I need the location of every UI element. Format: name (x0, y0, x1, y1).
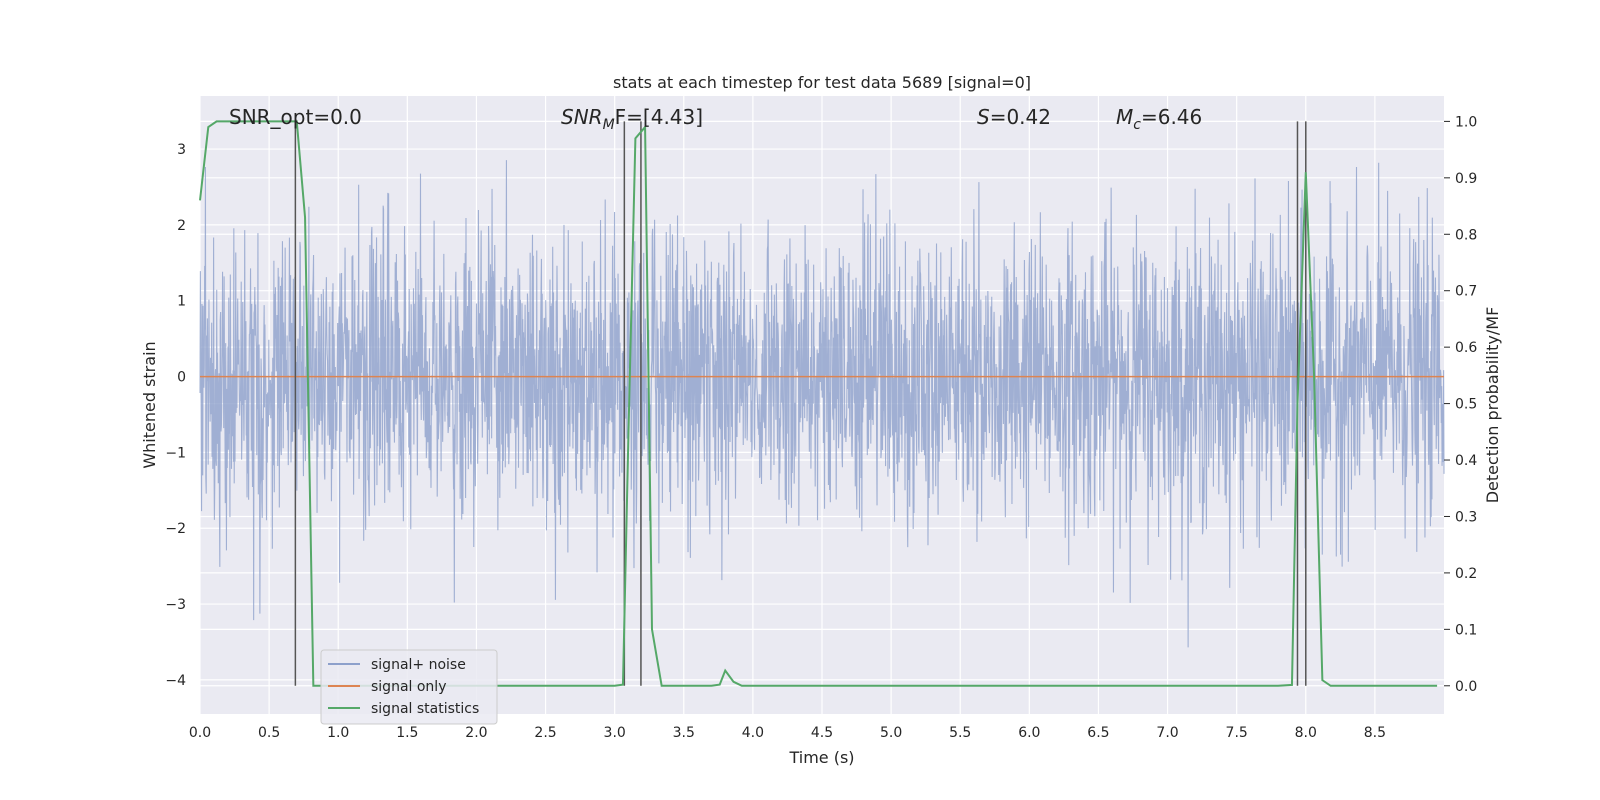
legend-label-signal-statistics: signal statistics (371, 701, 479, 717)
y2-tick-0: 1.0 (1455, 114, 1477, 130)
x-tick-14: 7.0 (1156, 725, 1178, 741)
y2-tick-4: 0.6 (1455, 340, 1477, 356)
y2-tick-10: 0.0 (1455, 679, 1477, 695)
y2-tick-5: 0.5 (1455, 397, 1477, 413)
legend: signal+ noise signal only signal statist… (320, 649, 498, 725)
y-tick-labels: 3 2 1 0 −1 −2 −3 −4 (165, 142, 186, 689)
legend-label-signal-only: signal only (371, 679, 446, 695)
legend-label-signal-noise: signal+ noise (371, 657, 466, 673)
x-tick-1: 0.5 (258, 725, 280, 741)
x-tick-4: 2.0 (465, 725, 487, 741)
series-signal-statistics (199, 120, 1438, 687)
y-tick-5: −2 (165, 521, 186, 537)
y-tick-1: 2 (177, 218, 186, 234)
x-tick-6: 3.0 (604, 725, 626, 741)
y2-axis-label: Detection probability/MF (1483, 307, 1502, 504)
x-tick-15: 7.5 (1226, 725, 1248, 741)
y-tick-2: 1 (177, 294, 186, 310)
x-tick-3: 1.5 (396, 725, 418, 741)
y2-tick-8: 0.2 (1455, 566, 1477, 582)
y-tick-7: −4 (165, 673, 186, 689)
x-tick-13: 6.5 (1087, 725, 1109, 741)
y2-tick-7: 0.3 (1455, 509, 1477, 525)
y-tick-0: 3 (177, 142, 186, 158)
x-tick-11: 5.5 (949, 725, 971, 741)
y2-tick-2: 0.8 (1455, 227, 1477, 243)
annotation-3: Mc=6.46 (1116, 105, 1202, 133)
x-tick-8: 4.0 (742, 725, 764, 741)
chart-title: stats at each timestep for test data 568… (613, 73, 1031, 92)
y2-tick-3: 0.7 (1455, 284, 1477, 300)
x-axis-label: Time (s) (788, 748, 854, 767)
annotation-1: SNRMF=[4.43] (561, 105, 703, 133)
x-tick-labels: 0.0 0.5 1.0 1.5 2.0 2.5 3.0 3.5 4.0 4.5 5.0 5.5 6.0 6… (189, 725, 1386, 741)
y2-tick-6: 0.4 (1455, 453, 1477, 469)
x-tick-0: 0.0 (189, 725, 211, 741)
signal-statistics-line (199, 120, 1438, 687)
x-tick-17: 8.5 (1364, 725, 1386, 741)
y-tick-3: 0 (177, 370, 186, 386)
x-tick-9: 4.5 (811, 725, 833, 741)
series-signal-noise (199, 160, 1445, 648)
x-tick-7: 3.5 (673, 725, 695, 741)
y2-tick-1: 0.9 (1455, 171, 1477, 187)
legend-box (320, 649, 498, 725)
annotation-0: SNR_opt=0.0 (229, 105, 362, 129)
x-tick-16: 8.0 (1295, 725, 1317, 741)
x-tick-10: 5.0 (880, 725, 902, 741)
y-tick-4: −1 (165, 445, 186, 461)
noise-trace (199, 160, 1445, 648)
y-axis-label: Whitened strain (140, 341, 159, 468)
x-tick-5: 2.5 (534, 725, 556, 741)
y2-tick-9: 0.1 (1455, 622, 1477, 638)
x-tick-2: 1.0 (327, 725, 349, 741)
annotations: SNR_opt=0.0 SNRMF=[4.43] S=0.42 Mc=6.46 (229, 105, 1202, 133)
annotation-2: S=0.42 (977, 105, 1051, 129)
y-tick-6: −3 (165, 597, 186, 613)
y2-tick-labels: 1.0 0.9 0.8 0.7 0.6 0.5 0.4 0.3 0.2 0.1 0.0 (1444, 114, 1477, 695)
x-tick-12: 6.0 (1018, 725, 1040, 741)
